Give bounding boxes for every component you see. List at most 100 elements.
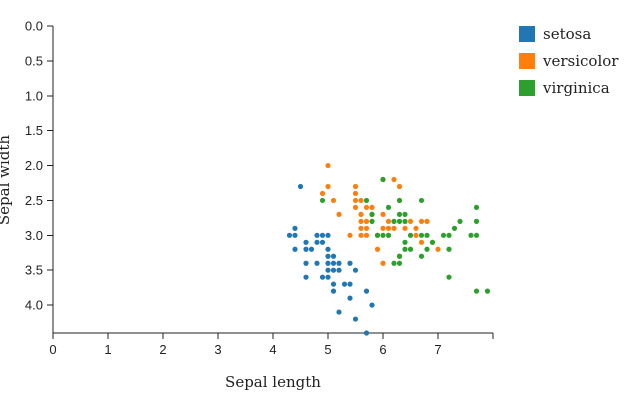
scatter-point-virginica [473, 288, 480, 294]
legend-label-versicolor: versicolor [542, 52, 619, 70]
x-tick-label: 0 [49, 342, 56, 357]
scatter-point-virginica [407, 246, 414, 252]
scatter-point-setosa [308, 246, 315, 252]
x-axis: 0 1 2 3 4 5 6 7 [49, 332, 494, 357]
scatter-point-setosa [314, 260, 320, 266]
x-tick-label: 2 [159, 342, 166, 357]
legend-label-virginica: virginica [542, 79, 610, 97]
scatter-point-versicolor [374, 246, 381, 252]
scatter-point-virginica [446, 246, 452, 252]
scatter-point-setosa [363, 288, 370, 294]
scatter-point-setosa [297, 183, 304, 190]
data-points [286, 162, 491, 336]
scatter-point-setosa [292, 246, 298, 252]
scatter-point-virginica [369, 218, 375, 224]
y-tick-label: 0.0 [25, 19, 43, 34]
scatter-point-setosa [286, 232, 293, 238]
scatter-point-virginica [380, 232, 386, 238]
scatter-point-versicolor [358, 197, 364, 204]
scatter-point-versicolor [380, 211, 386, 217]
y-tick-label: 3.0 [25, 228, 43, 243]
scatter-point-virginica [446, 232, 452, 238]
scatter-point-virginica [363, 197, 370, 204]
scatter-point-virginica [473, 232, 480, 238]
scatter-point-setosa [325, 267, 331, 273]
scatter-point-virginica [402, 218, 408, 224]
scatter-point-versicolor [358, 211, 364, 217]
y-tick-label: 0.5 [25, 53, 43, 68]
scatter-point-virginica [418, 232, 425, 238]
scatter-point-versicolor [336, 211, 342, 217]
scatter-point-setosa [303, 246, 309, 252]
scatter-point-versicolor [402, 225, 408, 231]
scatter-point-setosa [330, 260, 337, 266]
scatter-point-virginica [396, 253, 403, 259]
legend-swatch-virginica [519, 80, 535, 96]
scatter-point-versicolor [413, 232, 419, 238]
scatter-point-virginica [429, 239, 436, 245]
scatter-point-setosa [330, 267, 337, 273]
scatter-point-versicolor [363, 232, 370, 238]
scatter-point-setosa [363, 330, 370, 336]
scatter-point-setosa [347, 281, 353, 287]
scatter-point-setosa [325, 274, 331, 280]
scatter-point-virginica [369, 211, 375, 217]
scatter-point-virginica [396, 260, 403, 266]
scatter-point-setosa [330, 288, 337, 294]
scatter-point-setosa [292, 232, 298, 238]
scatter-point-setosa [352, 316, 359, 322]
scatter-point-versicolor [385, 225, 392, 231]
scatter-point-virginica [424, 246, 430, 252]
scatter-point-setosa [325, 232, 331, 238]
scatter-point-virginica [451, 225, 458, 231]
scatter-point-versicolor [435, 246, 441, 252]
scatter-point-virginica [407, 232, 414, 238]
x-tick-label: 6 [379, 342, 386, 357]
scatter-point-versicolor [396, 183, 403, 190]
scatter-point-versicolor [325, 162, 331, 169]
scatter-point-versicolor [363, 218, 370, 224]
scatter-point-virginica [457, 218, 463, 224]
scatter-point-setosa [319, 239, 326, 245]
scatter-point-versicolor [358, 232, 364, 238]
scatter-point-virginica [385, 204, 392, 211]
scatter-point-setosa [330, 253, 337, 259]
scatter-point-setosa [336, 309, 342, 315]
x-tick-label: 4 [269, 342, 276, 357]
scatter-point-virginica [418, 197, 425, 204]
scatter-point-setosa [319, 232, 326, 238]
y-tick-label: 3.5 [25, 263, 43, 278]
scatter-point-setosa [303, 239, 309, 245]
y-tick-label: 2.5 [25, 193, 43, 208]
y-axis: 0.0 0.5 1.0 1.5 2.0 2.5 3.0 3.5 4.0 [25, 19, 54, 333]
scatter-point-virginica [396, 211, 403, 217]
scatter-point-setosa [325, 246, 331, 252]
scatter-point-virginica [418, 253, 425, 259]
scatter-point-virginica [484, 288, 491, 294]
scatter-point-setosa [314, 239, 320, 245]
scatter-point-versicolor [358, 225, 364, 231]
scatter-point-versicolor [380, 225, 386, 231]
scatter-point-virginica [319, 197, 326, 204]
scatter-point-virginica [380, 176, 386, 183]
scatter-point-virginica [473, 218, 480, 224]
scatter-point-versicolor [418, 218, 425, 224]
legend-swatch-setosa [519, 26, 535, 42]
y-tick-label: 1.0 [25, 88, 43, 103]
scatter-point-setosa [319, 274, 326, 280]
scatter-point-versicolor [424, 218, 430, 224]
scatter-point-setosa [292, 225, 298, 231]
legend-label-setosa: setosa [543, 25, 591, 43]
scatter-point-versicolor [391, 176, 397, 183]
scatter-point-virginica [440, 232, 447, 238]
scatter-point-versicolor [358, 218, 364, 224]
scatter-point-setosa [314, 232, 320, 238]
scatter-point-setosa [336, 260, 342, 266]
scatter-point-versicolor [352, 190, 359, 197]
scatter-point-versicolor [418, 239, 425, 245]
scatter-point-virginica [391, 260, 397, 266]
scatter-point-virginica [374, 232, 381, 238]
scatter-point-setosa [341, 281, 348, 287]
scatter-point-setosa [303, 260, 309, 266]
